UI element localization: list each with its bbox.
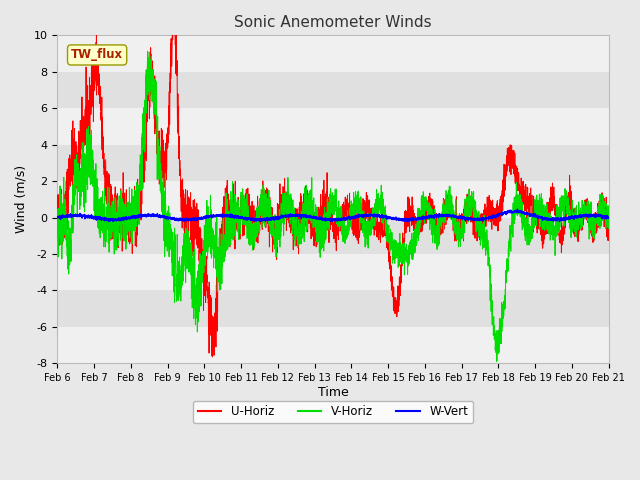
Legend: U-Horiz, V-Horiz, W-Vert: U-Horiz, V-Horiz, W-Vert	[193, 401, 473, 423]
Bar	[57, 72, 609, 108]
Bar	[57, 108, 609, 144]
Bar	[57, 327, 609, 363]
Bar	[57, 254, 609, 290]
Bar	[57, 144, 609, 181]
Text: TW_flux: TW_flux	[71, 48, 123, 61]
Bar	[57, 217, 609, 254]
Title: Sonic Anemometer Winds: Sonic Anemometer Winds	[234, 15, 432, 30]
Bar	[57, 36, 609, 72]
X-axis label: Time: Time	[317, 386, 348, 399]
Y-axis label: Wind (m/s): Wind (m/s)	[15, 165, 28, 233]
Bar	[57, 181, 609, 217]
Bar	[57, 290, 609, 327]
